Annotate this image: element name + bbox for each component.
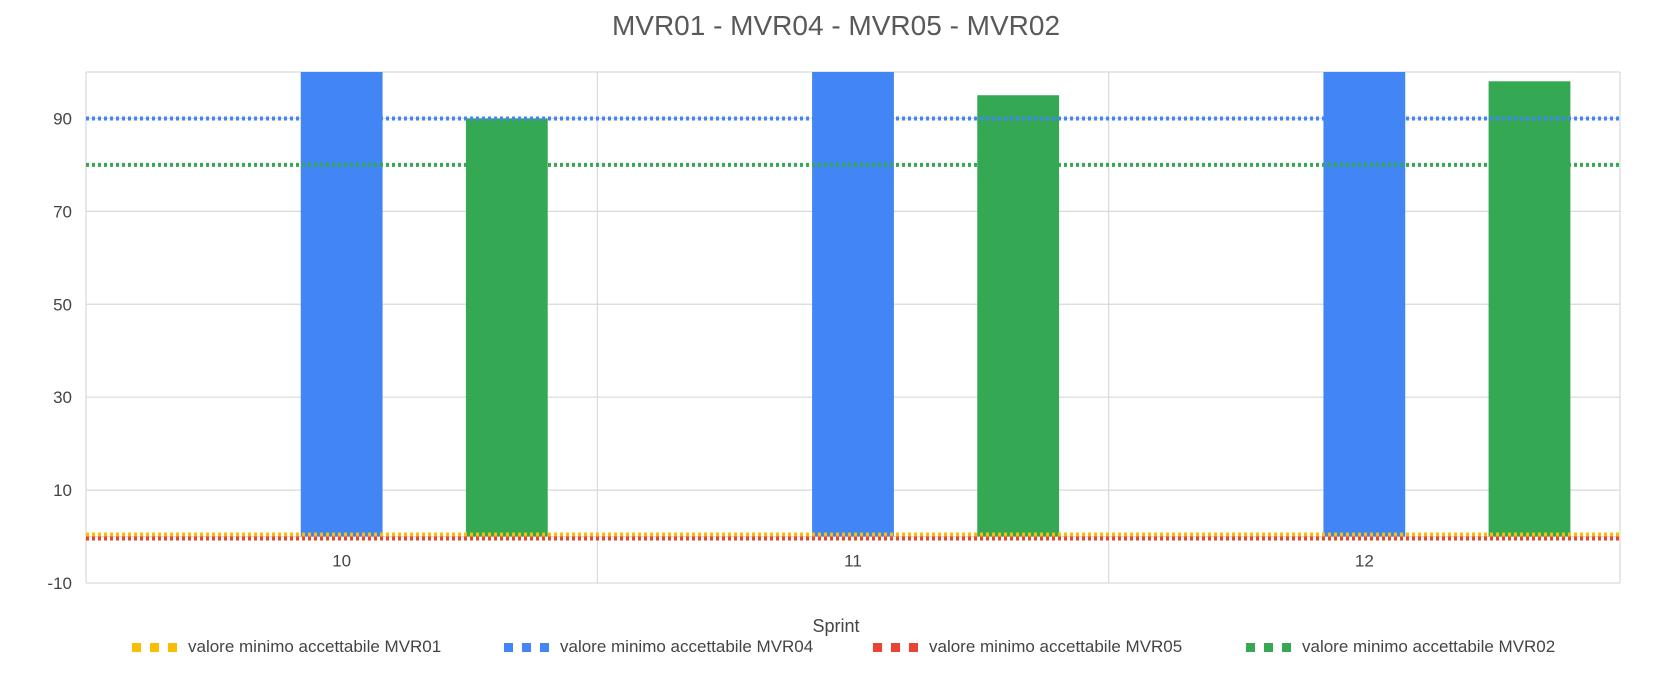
legend-swatch (909, 643, 918, 652)
legend-swatch (168, 643, 177, 652)
legend-swatch (1282, 643, 1291, 652)
x-tick-label: 11 (844, 552, 862, 571)
bar-series-2 (1488, 81, 1571, 537)
y-tick-label: 70 (53, 202, 72, 221)
y-tick-label: 10 (53, 481, 72, 500)
bar-series-1 (300, 72, 383, 537)
x-axis-label: Sprint (812, 616, 859, 636)
x-tick-label: 10 (332, 552, 351, 571)
bar-series-1 (812, 72, 894, 537)
legend-swatch (891, 643, 900, 652)
y-tick-label: -10 (47, 574, 72, 593)
legend-swatch (522, 643, 531, 652)
bar-series-1 (1323, 72, 1406, 537)
legend-swatch (150, 643, 159, 652)
chart-title: MVR01 - MVR04 - MVR05 - MVR02 (612, 10, 1060, 41)
legend-swatch (1246, 643, 1255, 652)
legend-label: valore minimo accettabile MVR01 (188, 637, 441, 656)
legend-label: valore minimo accettabile MVR02 (1302, 637, 1555, 656)
bar-series-2 (977, 95, 1060, 537)
legend-swatch (540, 643, 549, 652)
x-tick-label: 12 (1355, 552, 1374, 571)
legend: valore minimo accettabile MVR01 valore mi… (132, 637, 1555, 656)
y-tick-label: 90 (53, 109, 72, 128)
bars-layer (300, 72, 1571, 537)
legend-swatch (132, 643, 141, 652)
ticks-layer: -10 10 30 50 70 90 10 11 12 (47, 109, 1373, 593)
y-tick-label: 50 (53, 295, 72, 314)
y-tick-label: 30 (53, 388, 72, 407)
legend-swatch (873, 643, 882, 652)
legend-label: valore minimo accettabile MVR05 (929, 637, 1182, 656)
threshold-lines-layer (86, 116, 1620, 541)
legend-swatch (504, 643, 513, 652)
legend-swatch (1264, 643, 1273, 652)
bar-series-2 (465, 118, 548, 537)
legend-label: valore minimo accettabile MVR04 (560, 637, 813, 656)
